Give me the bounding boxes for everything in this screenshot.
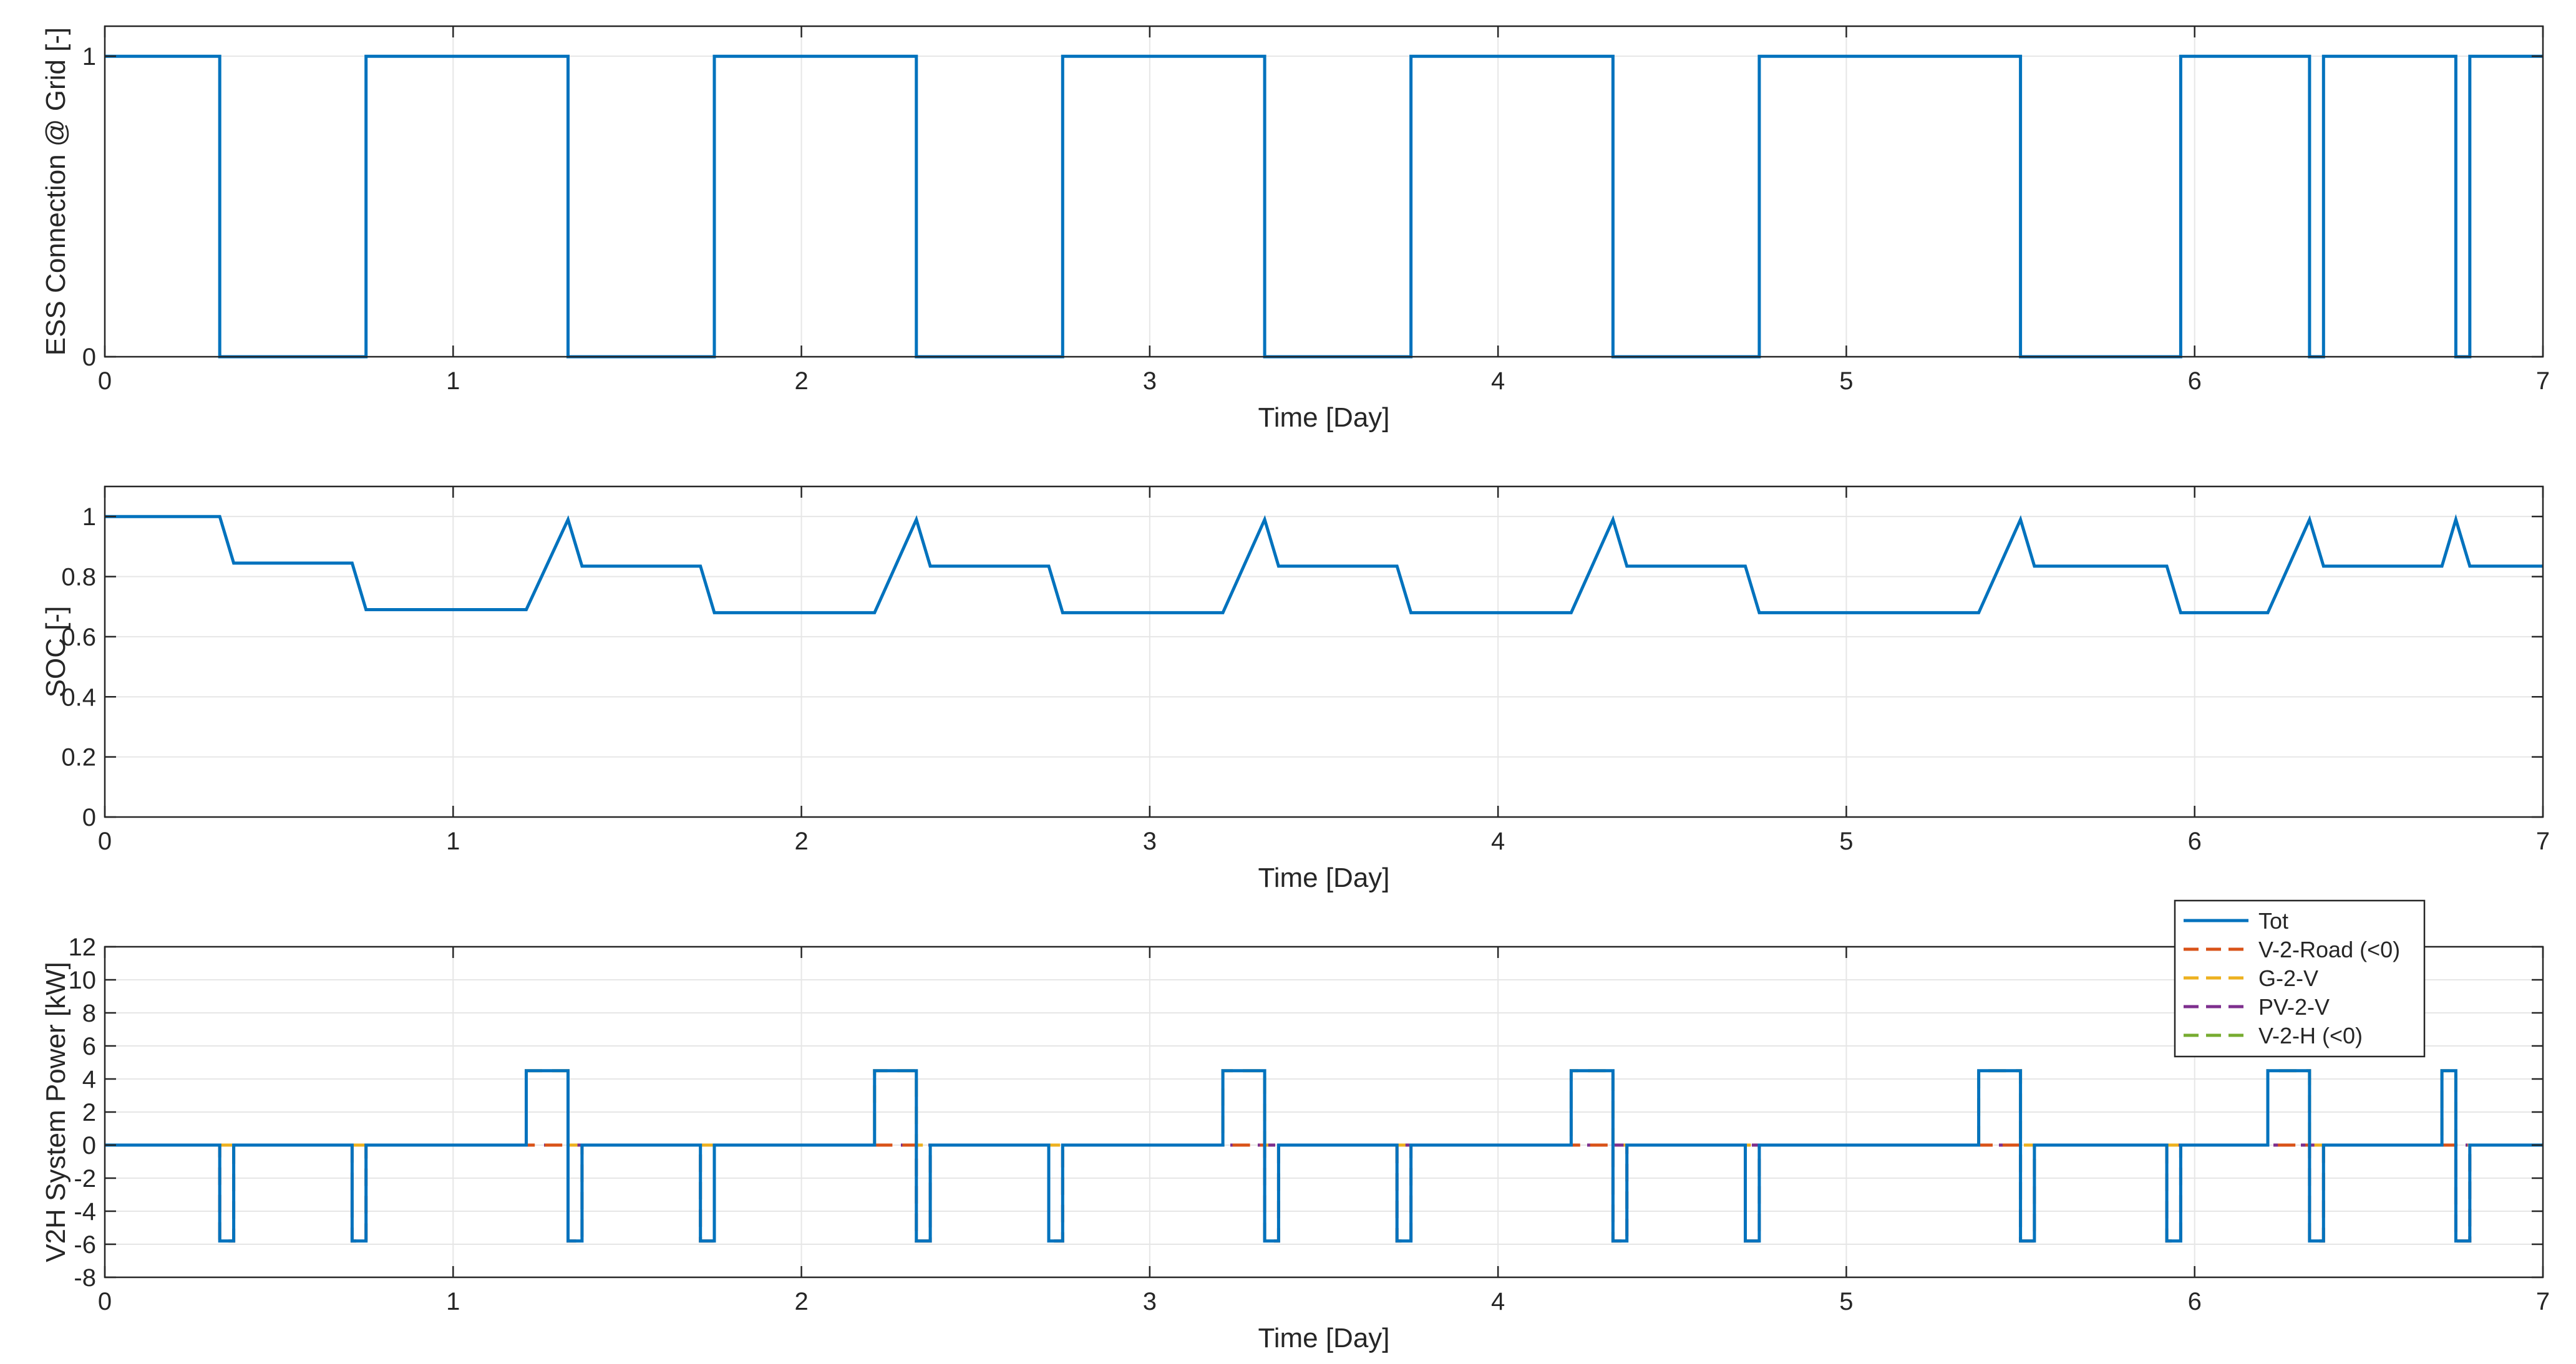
x-tick-label: 1 [446, 828, 460, 855]
legend-label-2: V-2-Road (<0) [2258, 937, 2400, 962]
series-line-1 [105, 54, 2543, 359]
y-tick-label: 1 [82, 503, 96, 531]
x-tick-label: 0 [98, 828, 112, 855]
plot-area [105, 486, 2543, 817]
y-axis-label: V2H System Power [kW] [41, 962, 71, 1262]
legend-label-5: V-2-H (<0) [2258, 1023, 2363, 1048]
series-line-1 [105, 514, 2543, 614]
y-tick-label: 8 [82, 1000, 96, 1027]
legend-label-4: PV-2-V [2258, 994, 2330, 1020]
x-tick-label: 4 [1491, 367, 1505, 395]
series-line-1 [105, 1069, 2543, 1243]
y-tick-label: 0.6 [61, 624, 96, 651]
legend-label-1: Tot [2258, 908, 2288, 934]
y-tick-label: 0.2 [61, 744, 96, 771]
y-tick-label: 2 [82, 1099, 96, 1126]
y-tick-label: 12 [69, 934, 97, 961]
x-tick-label: 3 [1143, 1288, 1157, 1315]
y-tick-label: -2 [74, 1165, 96, 1192]
x-tick-label: 1 [446, 1288, 460, 1315]
x-tick-label: 7 [2536, 367, 2550, 395]
x-tick-label: 3 [1143, 828, 1157, 855]
y-tick-label: -4 [74, 1198, 96, 1226]
y-tick-label: -8 [74, 1264, 96, 1292]
x-tick-label: 4 [1491, 828, 1505, 855]
x-tick-label: 4 [1491, 1288, 1505, 1315]
axes-box [104, 485, 2544, 818]
chart-panel-1: 0 1 2 3 4 5 6 7 0 1 Time [Day] ESS Connection @ Gri… [41, 25, 2550, 433]
y-tick-label: 0.8 [61, 564, 96, 591]
chart-panel-2: 0 1 2 3 4 5 6 7 0 0.2 0.4 0.6 0.8 1 Time [Day] SOC [-] [41, 485, 2550, 893]
y-axis-label: ESS Connection @ Grid [-] [41, 27, 71, 356]
y-tick-label: 0 [82, 1132, 96, 1159]
x-tick-label: 3 [1143, 367, 1157, 395]
y-axis-label: SOC [-] [41, 606, 71, 698]
axes-box [104, 25, 2544, 358]
y-tick-label: 6 [82, 1033, 96, 1060]
x-tick-label: 6 [2188, 1288, 2202, 1315]
legend: Tot V-2-Road (<0) G-2-V PV-2-V V-2-H (<0) [2174, 899, 2426, 1058]
x-axis-label: Time [Day] [1258, 1323, 1389, 1353]
y-tick-label: 0 [82, 344, 96, 371]
x-axis-label: Time [Day] [1258, 402, 1389, 433]
x-tick-label: 0 [98, 1288, 112, 1315]
x-tick-label: 2 [794, 1288, 808, 1315]
x-tick-label: 2 [794, 828, 808, 855]
legend-label-3: G-2-V [2258, 965, 2318, 991]
x-tick-label: 0 [98, 367, 112, 395]
x-axis-label: Time [Day] [1258, 863, 1389, 893]
x-tick-label: 2 [794, 367, 808, 395]
plot-area [105, 26, 2543, 357]
x-tick-label: 5 [1839, 1288, 1853, 1315]
y-tick-label: 0 [82, 804, 96, 831]
y-tick-label: 4 [82, 1066, 96, 1093]
x-tick-label: 5 [1839, 367, 1853, 395]
x-tick-label: 6 [2188, 367, 2202, 395]
x-tick-label: 5 [1839, 828, 1853, 855]
x-tick-label: 6 [2188, 828, 2202, 855]
y-tick-label: 1 [82, 43, 96, 70]
y-tick-label: -6 [74, 1231, 96, 1259]
y-tick-label: 10 [69, 967, 97, 994]
x-tick-label: 7 [2536, 828, 2550, 855]
y-tick-label: 0.4 [61, 684, 96, 711]
x-tick-label: 7 [2536, 1288, 2550, 1315]
x-tick-label: 1 [446, 367, 460, 395]
